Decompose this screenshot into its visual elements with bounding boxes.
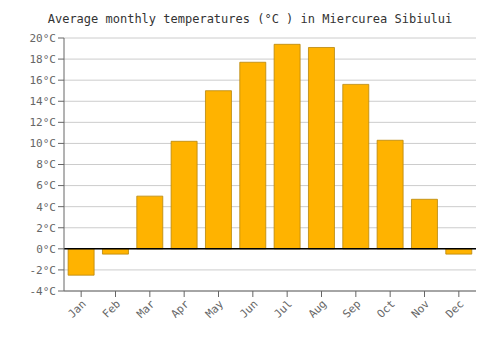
svg-text:10°C: 10°C — [30, 137, 57, 150]
svg-text:14°C: 14°C — [30, 95, 57, 108]
svg-text:Oct: Oct — [375, 297, 398, 320]
svg-text:Nov: Nov — [409, 297, 433, 321]
svg-text:12°C: 12°C — [30, 116, 57, 129]
html-text:Average monthly temperatures (: Average monthly temperatures (°C ) in Mi… — [47, 12, 453, 26]
svg-text:-2°C: -2°C — [30, 264, 57, 277]
svg-text:Jan: Jan — [66, 297, 89, 320]
svg-text:6°C: 6°C — [36, 179, 56, 192]
svg-text:20°C: 20°C — [30, 32, 57, 45]
svg-text:May: May — [203, 297, 227, 321]
svg-text:16°C: 16°C — [30, 74, 57, 87]
svg-text:Jul: Jul — [272, 297, 295, 320]
svg-text:Jun: Jun — [237, 297, 260, 320]
svg-text:Sep: Sep — [340, 297, 363, 320]
svg-text:Mar: Mar — [134, 297, 158, 321]
svg-text:18°C: 18°C — [30, 53, 57, 66]
svg-text:0°C: 0°C — [36, 243, 56, 256]
svg-text:2°C: 2°C — [36, 222, 56, 235]
svg-text:Aug: Aug — [306, 297, 329, 320]
svg-text:Apr: Apr — [169, 297, 193, 321]
svg-text:8°C: 8°C — [36, 158, 56, 171]
svg-text:4°C: 4°C — [36, 201, 56, 214]
svg-text:Dec: Dec — [443, 297, 466, 320]
svg-text:-4°C: -4°C — [30, 285, 57, 298]
svg-text:Feb: Feb — [100, 297, 123, 320]
